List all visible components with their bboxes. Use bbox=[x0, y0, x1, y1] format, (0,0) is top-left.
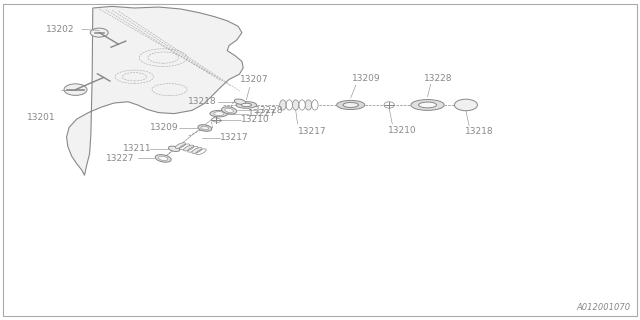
Text: 13202: 13202 bbox=[46, 25, 75, 34]
Ellipse shape bbox=[305, 100, 312, 110]
Text: 13209: 13209 bbox=[150, 124, 179, 132]
Ellipse shape bbox=[210, 110, 228, 117]
Ellipse shape bbox=[236, 102, 257, 108]
Ellipse shape bbox=[155, 155, 172, 162]
Text: 13210: 13210 bbox=[241, 116, 269, 124]
Ellipse shape bbox=[225, 108, 234, 112]
Ellipse shape bbox=[192, 148, 202, 153]
Ellipse shape bbox=[214, 112, 224, 116]
Ellipse shape bbox=[292, 100, 299, 110]
Ellipse shape bbox=[419, 102, 436, 108]
Ellipse shape bbox=[198, 125, 212, 131]
Ellipse shape bbox=[184, 145, 194, 151]
Text: 13209: 13209 bbox=[352, 74, 381, 83]
Ellipse shape bbox=[234, 99, 246, 104]
Text: 13227: 13227 bbox=[106, 154, 134, 163]
Text: 13201: 13201 bbox=[27, 113, 56, 122]
Ellipse shape bbox=[159, 156, 168, 161]
Text: 13218: 13218 bbox=[465, 127, 493, 136]
Circle shape bbox=[90, 28, 108, 37]
Text: 13218: 13218 bbox=[188, 97, 216, 106]
Ellipse shape bbox=[221, 107, 237, 114]
Circle shape bbox=[454, 99, 477, 111]
Text: 13217: 13217 bbox=[220, 133, 249, 142]
Text: 13228: 13228 bbox=[424, 74, 453, 83]
Ellipse shape bbox=[280, 100, 286, 110]
Text: 13217: 13217 bbox=[298, 127, 326, 136]
Text: 13210: 13210 bbox=[388, 126, 417, 135]
Ellipse shape bbox=[343, 102, 358, 108]
Text: 13207: 13207 bbox=[240, 75, 269, 84]
Text: 13228: 13228 bbox=[255, 106, 284, 115]
Circle shape bbox=[64, 84, 87, 95]
Ellipse shape bbox=[168, 146, 180, 151]
Text: 13227: 13227 bbox=[248, 109, 277, 118]
Ellipse shape bbox=[241, 103, 252, 107]
Text: A012001070: A012001070 bbox=[576, 303, 630, 312]
Ellipse shape bbox=[411, 100, 444, 110]
Text: 13211: 13211 bbox=[123, 144, 152, 153]
Ellipse shape bbox=[175, 143, 186, 148]
Ellipse shape bbox=[337, 100, 365, 109]
Polygon shape bbox=[67, 6, 243, 175]
Ellipse shape bbox=[201, 126, 209, 130]
